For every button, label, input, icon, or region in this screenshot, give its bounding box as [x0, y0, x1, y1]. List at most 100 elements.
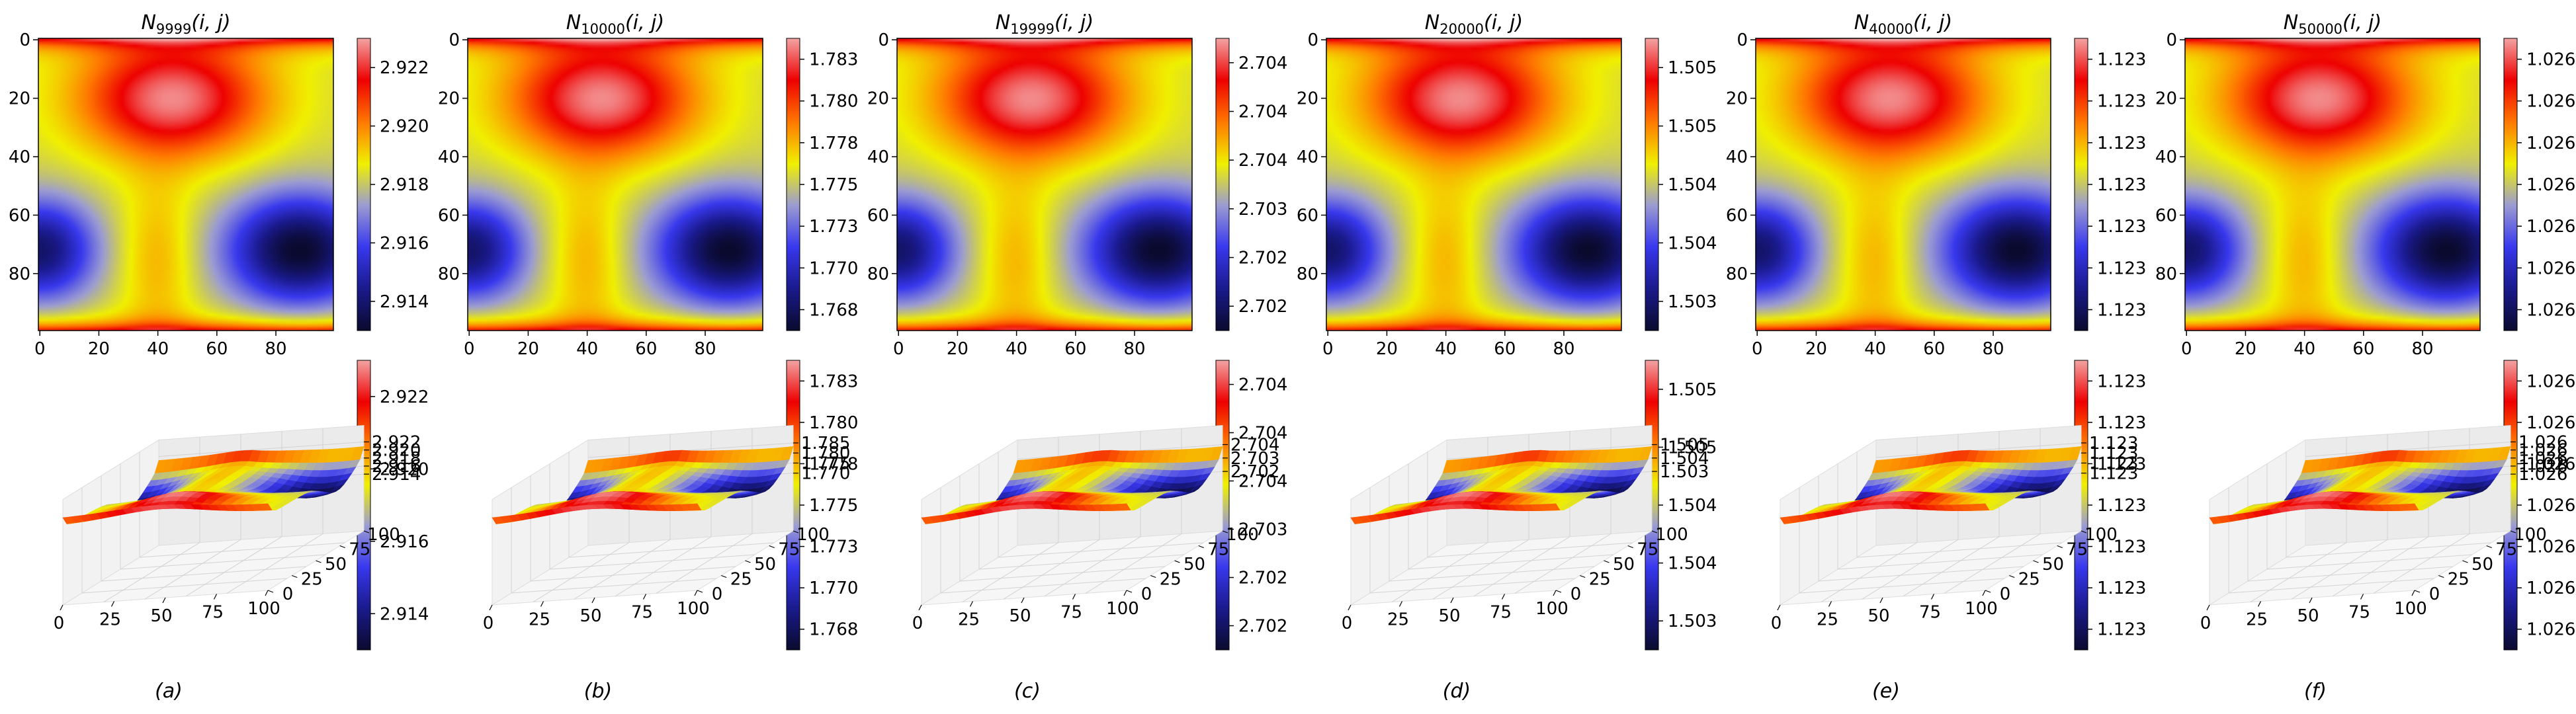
- surface-xtick: [110, 601, 115, 607]
- colorbar-tick-label: 1.026: [2526, 134, 2575, 153]
- heatmap-xtick-label: 80: [1982, 339, 2004, 359]
- panel-c: N19999(i, j)0 20 40 60 800204060802.7042.704…: [867, 11, 1288, 703]
- colorbar-tick-label: 1.505: [1668, 438, 1717, 457]
- colorbar-tick-label: 2.920: [380, 117, 429, 137]
- surface-xtick: [642, 594, 647, 600]
- surface-xtick-label: 100: [1535, 599, 1568, 619]
- heatmap-xtick-label: 60: [635, 339, 657, 359]
- heatmap-xtick-label: 0: [1322, 339, 1334, 359]
- surface-ztick-label: 1.026: [2518, 441, 2567, 461]
- colorbar-tick-label: 1.504: [1668, 554, 1717, 574]
- colorbar-tick-label: 2.703: [1238, 200, 1287, 219]
- panel-title-sub: 50000: [2298, 21, 2342, 37]
- colorbar-tick-label: 1.503: [1668, 292, 1717, 312]
- heatmap-ytick-label: 80: [1726, 264, 1748, 284]
- surface-ztick-label: 2.702: [1230, 462, 1279, 482]
- surface-xtick: [1501, 594, 1506, 600]
- grid-line: [120, 554, 326, 570]
- colorbar-tick-label: 1.026: [2526, 50, 2575, 70]
- grid-line: [81, 578, 288, 594]
- surface-xtick-label: 25: [99, 610, 121, 630]
- colorbar-tick-label: 1.778: [809, 454, 858, 474]
- surface-xtick: [1930, 594, 1935, 600]
- heatmap-ytick-label: 80: [438, 264, 460, 284]
- surface-ytick: [1580, 575, 1586, 578]
- surface-ztick-label: 1.123: [2089, 434, 2138, 454]
- grid-line: [1837, 554, 2043, 570]
- surface-xtick-label: 100: [247, 599, 280, 619]
- panel-title-sub: 20000: [1439, 21, 1484, 37]
- heatmap-xtick-label: 0: [1752, 339, 1763, 359]
- colorbar-tick-label: 1.505: [1668, 117, 1717, 137]
- heatmap-ytick-label: 0: [2166, 30, 2177, 50]
- surface-ztick-label: 1.503: [1660, 462, 1709, 482]
- heatmap-xtick-label: 0: [464, 339, 475, 359]
- colorbar-tick-label: 1.123: [2097, 134, 2146, 153]
- colorbar-tick-label: 1.123: [2097, 258, 2146, 278]
- panel-e: N40000(i, j)0 20 40 60 800204060801.1231.123…: [1726, 11, 2147, 703]
- grid-line: [226, 533, 323, 594]
- colorbar-tick-label: 2.702: [1238, 569, 1287, 588]
- surface-patch: [1117, 503, 1131, 511]
- colorbar-tick-label: 1.123: [2097, 620, 2146, 640]
- surface-xtick-label: 50: [1868, 606, 1889, 626]
- heatmap-xtick-label: 20: [517, 339, 539, 359]
- surface-xtick-label: 50: [1009, 606, 1031, 626]
- colorbar-top-f: [2503, 38, 2518, 331]
- panel-letter: (d): [1443, 680, 1471, 703]
- heatmap-xtick-label: 20: [1805, 339, 1827, 359]
- heatmap-frame: [2184, 38, 2481, 331]
- heatmap-ytick-label: 60: [9, 206, 30, 225]
- colorbar-tick-label: 1.775: [809, 175, 858, 195]
- grid-line: [530, 566, 736, 582]
- grid-line: [144, 539, 241, 600]
- surface-xtick: [1879, 597, 1883, 604]
- surface-ytick: [2414, 590, 2421, 593]
- colorbar-tick-label: 2.922: [380, 387, 429, 407]
- surface-xtick-label: 100: [677, 599, 710, 619]
- surface-xtick-label: 0: [1342, 614, 1353, 633]
- surface-ytick-label: 25: [301, 570, 323, 590]
- surface-ztick-label: 1.123: [2089, 444, 2138, 463]
- pane-side: [1350, 439, 1447, 606]
- surface-3d: 0 25 50 75 10002550751001.0261.0261.0261.026…: [2200, 424, 2567, 633]
- surface-xtick-label: 50: [150, 606, 172, 626]
- surface-xtick: [969, 601, 974, 607]
- surface-ytick: [2510, 530, 2516, 534]
- surface-xtick: [1348, 604, 1352, 611]
- surface-ytick: [267, 590, 274, 593]
- heatmap-xtick-label: 80: [2411, 339, 2433, 359]
- heatmap-ytick-label: 0: [1737, 30, 1748, 50]
- grid-line: [185, 536, 282, 597]
- surface-ztick-label: 2.916: [372, 457, 421, 477]
- heatmap-xtick-label: 80: [694, 339, 716, 359]
- grid-line: [2266, 554, 2473, 570]
- colorbar-tick-label: 1.783: [809, 50, 858, 70]
- panel-letter: (a): [155, 680, 183, 703]
- heatmap-ytick-label: 20: [2155, 89, 2177, 109]
- grid-line: [1944, 533, 2041, 594]
- surface-ytick: [2486, 545, 2492, 549]
- grid-line: [1875, 442, 2082, 458]
- colorbar-tick-label: 2.702: [1238, 297, 1287, 317]
- surface-ytick-label: 100: [367, 525, 400, 545]
- pane-side: [2209, 439, 2306, 606]
- grid-line: [962, 542, 1059, 603]
- heatmap-xtick-label: 40: [1435, 339, 1457, 359]
- colorbar-tick-label: 1.026: [2526, 537, 2575, 557]
- surface-xtick: [213, 594, 218, 600]
- surface-xtick-label: 0: [912, 614, 923, 633]
- colorbar-tick-label: 1.770: [809, 258, 858, 278]
- colorbar-tick-label: 1.123: [2097, 300, 2146, 320]
- heatmap-frame: [1326, 38, 1622, 331]
- colorbar-tick-label: 1.773: [809, 537, 858, 557]
- surface-ytick: [2057, 545, 2063, 549]
- grid-line: [533, 542, 630, 603]
- heatmap-frame: [1755, 38, 2051, 331]
- colorbar-tick-label: 1.504: [1668, 496, 1717, 516]
- surface-ytick-label: 100: [796, 525, 830, 545]
- colorbar-tick-label: 1.768: [809, 300, 858, 320]
- surface-ztick-label: 2.704: [1230, 436, 1279, 456]
